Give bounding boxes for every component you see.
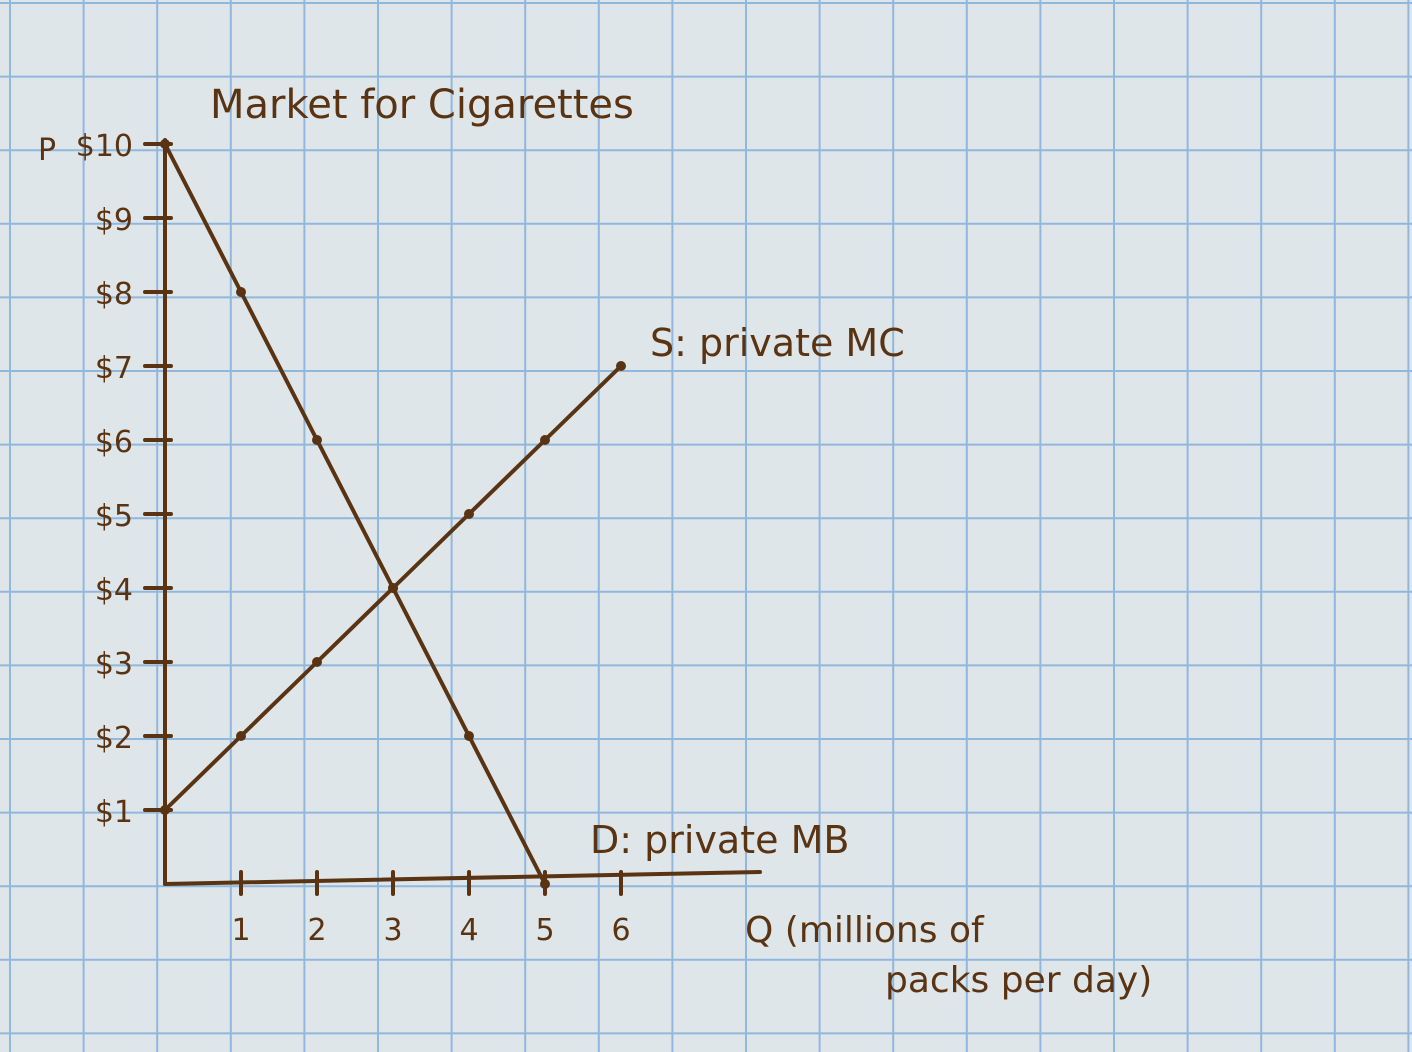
series-points xyxy=(160,139,626,889)
supply-point xyxy=(236,731,246,741)
y-tick-label: $1 xyxy=(95,795,133,830)
demand-point xyxy=(160,139,170,149)
x-axis-line xyxy=(163,870,762,886)
supply-point xyxy=(464,509,474,519)
y-tick-label: $7 xyxy=(95,351,133,386)
supply-series-label: S: private MC xyxy=(650,321,905,365)
supply-point xyxy=(388,583,398,593)
ticks: $1 $2 $3 $4 $5 $6 $7 $8 $9 $10 1 2 3 4 5 6 xyxy=(76,129,631,948)
supply-point xyxy=(616,361,626,371)
demand-point xyxy=(236,287,246,297)
y-tick-label: $3 xyxy=(95,647,133,682)
y-tick-label: $9 xyxy=(95,203,133,238)
demand-point xyxy=(464,731,474,741)
axes xyxy=(163,138,762,886)
x-tick-label: 5 xyxy=(535,913,554,948)
x-axis-label-line1: Q (millions of xyxy=(745,910,985,951)
supply-point xyxy=(160,805,170,815)
x-axis-label-line2: packs per day) xyxy=(885,960,1152,1001)
demand-series-label: D: private MB xyxy=(590,818,849,862)
chart-title: Market for Cigarettes xyxy=(210,82,634,128)
supply-point xyxy=(312,657,322,667)
demand-point xyxy=(312,435,322,445)
y-tick-label: $2 xyxy=(95,721,133,756)
y-tick-label: $4 xyxy=(95,573,133,608)
y-axis-label: P xyxy=(38,133,56,168)
y-tick-label: $8 xyxy=(95,277,133,312)
y-tick-label: $10 xyxy=(76,129,133,164)
x-tick-label: 4 xyxy=(459,913,478,948)
y-tick-label: $5 xyxy=(95,499,133,534)
demand-line xyxy=(163,142,547,886)
supply-point xyxy=(540,435,550,445)
x-tick-label: 3 xyxy=(383,913,402,948)
x-tick-label: 1 xyxy=(231,913,250,948)
x-tick-label: 6 xyxy=(611,913,630,948)
x-tick-label: 2 xyxy=(307,913,326,948)
series-lines xyxy=(163,142,623,886)
y-tick-label: $6 xyxy=(95,425,133,460)
demand-point xyxy=(540,879,550,889)
